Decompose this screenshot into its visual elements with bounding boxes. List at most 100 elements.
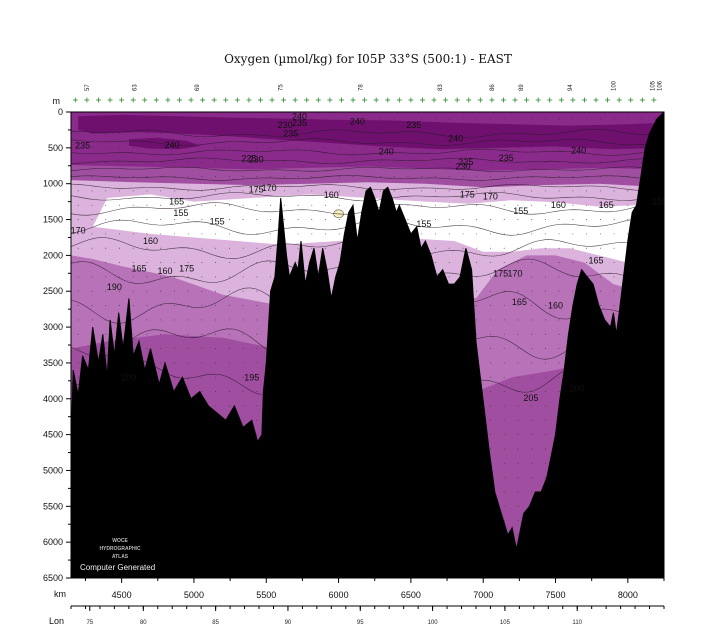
y-tick-label: 1500: [43, 215, 63, 225]
sample-dot: [311, 176, 313, 177]
sample-dot: [105, 219, 107, 220]
station-label: 89: [519, 84, 525, 91]
contour-label: 240: [292, 111, 307, 121]
sample-dot: [586, 147, 588, 149]
sample-dot: [586, 118, 588, 120]
sample-dot: [105, 161, 107, 163]
sample-dot: [91, 190, 93, 192]
y-unit-label: m: [53, 96, 61, 106]
lon-tick-label: 80: [140, 620, 147, 626]
sample-dot: [228, 262, 230, 264]
sample-dot: [201, 233, 203, 235]
sample-dot: [338, 204, 340, 206]
sample-dot: [283, 204, 285, 206]
sample-dot: [544, 405, 546, 407]
sample-dot: [517, 219, 519, 220]
sample-dot: [297, 219, 299, 220]
sample-dot: [270, 247, 272, 249]
sample-dot: [228, 147, 230, 149]
sample-dot: [599, 133, 601, 134]
sample-dot: [489, 319, 491, 321]
sample-dot: [160, 333, 162, 335]
sample-dot: [558, 376, 560, 378]
sample-dot: [146, 247, 148, 249]
sample-dot: [242, 204, 244, 206]
sample-dot: [435, 262, 436, 264]
sample-dot: [503, 133, 505, 134]
sample-dot: [201, 204, 203, 206]
sample-dot: [132, 118, 134, 120]
sample-dot: [256, 276, 258, 278]
sample-dot: [448, 262, 450, 264]
sample-dot: [558, 233, 560, 235]
sample-dot: [503, 118, 505, 120]
station-label: 86: [490, 84, 496, 91]
sample-dot: [380, 176, 381, 177]
sample-dot: [77, 176, 79, 177]
contour-label: 195: [244, 372, 259, 382]
sample-dot: [91, 219, 93, 220]
sample-dot: [462, 161, 464, 163]
sample-dot: [448, 247, 450, 249]
sample-dot: [201, 190, 203, 192]
sample-dot: [119, 219, 120, 220]
sample-dot: [338, 118, 340, 120]
sample-dot: [544, 376, 546, 378]
sample-dot: [407, 190, 409, 192]
sample-dot: [160, 305, 162, 307]
y-tick-label: 3500: [43, 358, 63, 368]
sample-dot: [215, 147, 217, 149]
sample-dot: [173, 362, 175, 364]
sample-dot: [393, 118, 395, 120]
sample-dot: [173, 319, 175, 321]
sample-dot: [489, 190, 491, 192]
contour-label: 240: [571, 146, 586, 156]
sample-dot: [77, 348, 79, 350]
sample-dot: [228, 305, 230, 307]
sample-dot: [503, 290, 505, 292]
sample-dot: [366, 118, 368, 120]
station-label: 78: [358, 84, 364, 91]
y-tick-label: 2500: [43, 286, 63, 296]
sample-dot: [654, 118, 656, 120]
contour-label: 240: [448, 134, 463, 144]
sample-dot: [228, 391, 230, 393]
sample-dot: [448, 219, 450, 220]
lon-tick-label: 110: [572, 620, 582, 626]
sample-dot: [476, 219, 478, 220]
sample-dot: [77, 319, 79, 321]
sample-dot: [489, 305, 491, 307]
sample-dot: [558, 118, 560, 120]
sample-dot: [421, 204, 423, 206]
sample-dot: [270, 190, 272, 192]
sample-dot: [256, 305, 258, 307]
sample-dot: [380, 161, 381, 163]
sample-dot: [91, 305, 93, 307]
sample-dot: [503, 434, 505, 436]
contour-label: 235: [499, 153, 514, 163]
sample-dot: [586, 247, 588, 249]
sample-dot: [187, 305, 189, 307]
sample-dot: [256, 204, 258, 206]
sample-dot: [366, 133, 368, 134]
contour-line: [71, 175, 662, 181]
sample-dot: [613, 133, 615, 134]
sample-dot: [119, 161, 120, 163]
sample-dot: [613, 262, 615, 264]
sample-dot: [448, 204, 450, 206]
sample-dot: [407, 133, 409, 134]
sample-dot: [448, 176, 450, 177]
sample-dot: [531, 477, 533, 479]
sample-dot: [187, 161, 189, 163]
sample-dot: [215, 333, 217, 335]
sample-dot: [91, 204, 93, 206]
sample-dot: [105, 290, 107, 292]
sample-dot: [256, 147, 258, 149]
sample-dot: [544, 190, 546, 192]
sample-dot: [503, 376, 505, 378]
sample-dot: [242, 391, 244, 393]
sample-dot: [201, 161, 203, 163]
sample-dot: [352, 176, 354, 177]
sample-dot: [187, 247, 189, 249]
